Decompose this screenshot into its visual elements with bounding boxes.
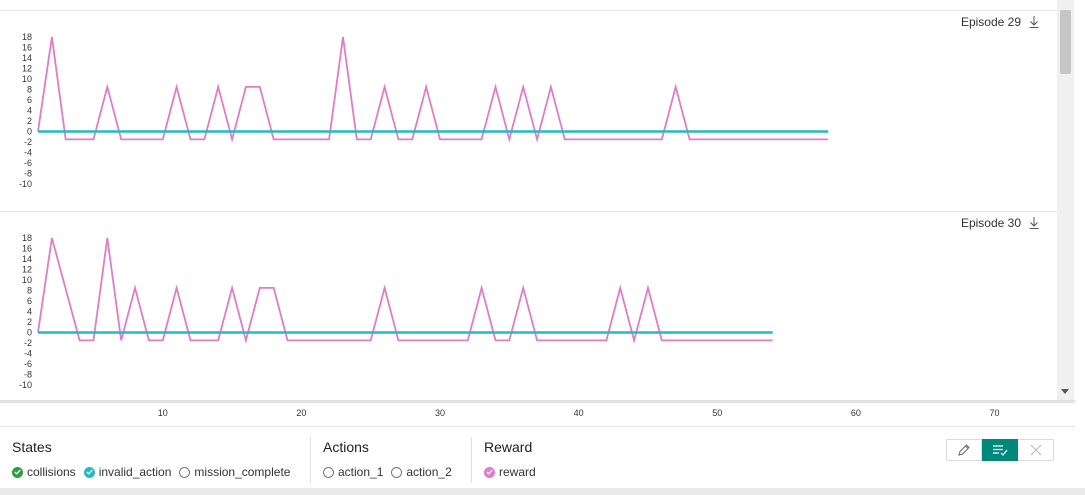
episode-panel: 18 16 14 12 10 8 6 4 2 0 -2 -4 -6 -8 -10 Episode 29 xyxy=(0,10,1057,211)
legend-items-states: collisions invalid_action mission_complete xyxy=(12,465,290,479)
download-icon[interactable] xyxy=(1029,16,1039,28)
series-line-reward xyxy=(37,237,773,344)
legend-divider xyxy=(471,437,472,483)
legend-item-mission-complete[interactable]: mission_complete xyxy=(179,465,290,479)
shared-x-axis: 10 20 30 40 50 60 70 xyxy=(0,400,1075,429)
y-tick-label: 18 xyxy=(22,32,32,42)
empty-circle-icon xyxy=(391,466,403,478)
y-tick-label: 16 xyxy=(22,43,32,53)
y-tick-label: -8 xyxy=(24,370,32,380)
legend-item-action-2[interactable]: action_2 xyxy=(391,465,452,479)
y-tick-label: 6 xyxy=(27,95,32,105)
legend-item-label: invalid_action xyxy=(98,465,172,479)
legend-title-states: States xyxy=(12,439,52,455)
legend-bar: States collisions invalid_action mission_c… xyxy=(0,426,1075,489)
episode-list[interactable]: 18 16 14 12 10 8 6 4 2 0 -2 -4 -6 -8 -10 Episode 29 18… xyxy=(0,0,1057,400)
edit-button[interactable] xyxy=(946,439,982,461)
scrollbar-thumb[interactable] xyxy=(1060,10,1071,74)
y-tick-label: 6 xyxy=(27,296,32,306)
y-tick-label: 0 xyxy=(27,328,32,338)
x-tick-label: 10 xyxy=(158,408,168,418)
list-check-icon xyxy=(992,445,1007,456)
check-circle-icon xyxy=(12,466,23,478)
episode-title: Episode 30 xyxy=(960,216,1021,230)
vertical-scrollbar[interactable] xyxy=(1057,0,1074,400)
scroll-down-arrow-icon[interactable] xyxy=(1061,389,1069,394)
y-tick-label: 12 xyxy=(22,64,32,74)
chart-toolbar xyxy=(946,439,1054,461)
legend-group-reward: Reward reward xyxy=(484,439,536,479)
legend-item-collisions[interactable]: collisions xyxy=(12,465,76,479)
list-view-button[interactable] xyxy=(982,439,1018,461)
legend-item-label: action_1 xyxy=(338,465,384,479)
empty-circle-icon xyxy=(323,466,334,478)
y-tick-label: 14 xyxy=(22,254,32,264)
y-tick-label: 2 xyxy=(27,116,32,126)
episode-title: Episode 29 xyxy=(960,15,1021,29)
y-tick-label: -4 xyxy=(24,349,32,359)
y-tick-label: 4 xyxy=(27,307,32,317)
y-tick-label: 16 xyxy=(22,244,32,254)
x-tick-label: 20 xyxy=(296,408,306,418)
series-line-reward xyxy=(37,36,829,143)
legend-item-label: collisions xyxy=(27,465,76,479)
download-icon[interactable] xyxy=(1029,217,1039,229)
y-tick-label: 8 xyxy=(27,286,32,296)
y-tick-label: 18 xyxy=(22,233,32,243)
close-button[interactable] xyxy=(1018,439,1054,461)
y-tick-label: 0 xyxy=(27,127,32,137)
x-tick-label: 40 xyxy=(574,408,584,418)
y-tick-label: 14 xyxy=(22,53,32,63)
legend-item-invalid-action[interactable]: invalid_action xyxy=(83,465,172,479)
empty-circle-icon xyxy=(179,466,191,478)
y-tick-label: -10 xyxy=(19,179,32,189)
y-tick-label: 10 xyxy=(22,74,32,84)
x-tick-label: 50 xyxy=(712,408,722,418)
y-tick-label: -6 xyxy=(24,359,32,369)
legend-item-label: action_2 xyxy=(406,465,452,479)
y-tick-label: 4 xyxy=(27,106,32,116)
x-tick-label: 30 xyxy=(435,408,445,418)
y-tick-label: 10 xyxy=(22,275,32,285)
y-tick-label: -8 xyxy=(24,169,32,179)
legend-group-states: States collisions invalid_action mission_c… xyxy=(12,439,290,479)
legend-group-actions: Actions action_1 action_2 xyxy=(323,439,452,479)
x-tick-label: 60 xyxy=(851,408,861,418)
episode-header: Episode 29 xyxy=(961,15,1039,29)
y-tick-label: 8 xyxy=(27,85,32,95)
x-tick-label: 70 xyxy=(990,408,1000,418)
pencil-icon xyxy=(958,444,970,456)
y-tick-label: 12 xyxy=(22,265,32,275)
legend-title-reward: Reward xyxy=(484,439,533,455)
legend-item-label: mission_complete xyxy=(194,465,291,479)
y-tick-label: -4 xyxy=(24,148,32,158)
x-axis-ticks: 10 20 30 40 50 60 70 xyxy=(158,408,1000,418)
y-tick-label: -6 xyxy=(24,158,32,168)
check-circle-icon xyxy=(484,466,495,478)
legend-item-action-1[interactable]: action_1 xyxy=(323,465,383,479)
legend-divider xyxy=(310,437,311,483)
y-tick-label: -10 xyxy=(19,380,32,390)
legend-title-actions: Actions xyxy=(323,439,369,455)
episode-header: Episode 30 xyxy=(961,216,1039,230)
y-tick-label: 2 xyxy=(27,317,32,327)
bottom-border xyxy=(0,488,1085,495)
check-circle-icon xyxy=(83,466,95,478)
legend-item-reward[interactable]: reward xyxy=(484,465,536,479)
close-icon xyxy=(1030,444,1041,456)
legend-items-actions: action_1 action_2 xyxy=(323,465,452,479)
y-tick-label: -2 xyxy=(24,338,32,348)
legend-item-label: reward xyxy=(499,465,536,479)
episode-panel: 18 16 14 12 10 8 6 4 2 0 -2 -4 -6 -8 -10 Episode 30 xyxy=(0,211,1057,400)
legend-items-reward: reward xyxy=(484,465,536,479)
y-tick-label: -2 xyxy=(24,137,32,147)
